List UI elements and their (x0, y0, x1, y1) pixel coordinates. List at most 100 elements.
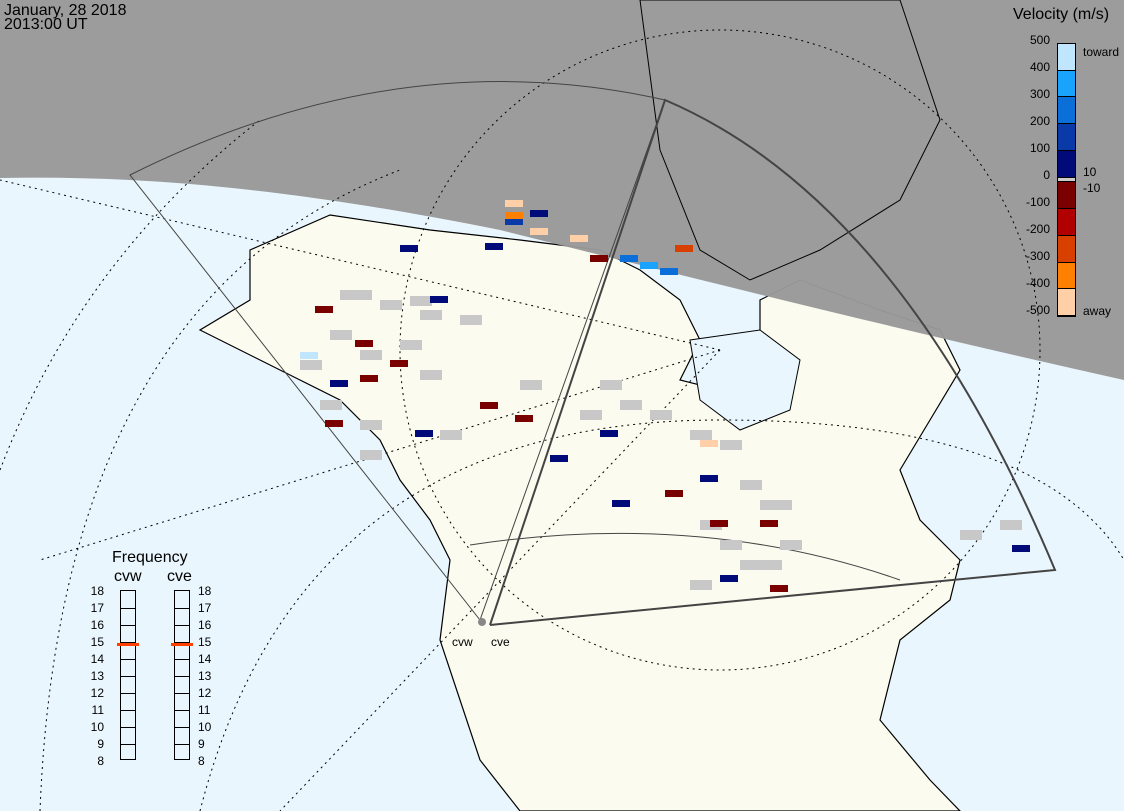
ground-scatter-cell (690, 430, 712, 440)
radar-fov (129, 81, 1057, 626)
colorbar-tick: -500 (1025, 303, 1050, 317)
velocity-cell (770, 585, 788, 592)
velocity-cell (675, 245, 693, 252)
ground-scatter-cell (770, 500, 792, 510)
frequency-marker (117, 642, 139, 646)
colorbar-segment (1058, 177, 1075, 183)
velocity-cell (355, 340, 373, 347)
ground-scatter-cell (960, 530, 982, 540)
ground-scatter-cell (360, 350, 382, 360)
velocity-cell (640, 262, 658, 269)
radar-site-marker (478, 618, 486, 626)
colorbar-tick: -100 (1025, 195, 1050, 209)
colorbar-segment (1058, 235, 1075, 263)
colorbar-tick: -400 (1025, 276, 1050, 290)
frequency-tick: 12 (198, 686, 212, 700)
velocity-cell (360, 375, 378, 382)
colorbar-segment (1058, 70, 1075, 98)
ground-scatter-cell (780, 540, 802, 550)
ground-scatter-cell (420, 370, 442, 380)
ground-scatter-cell (620, 400, 642, 410)
velocity-colorbar (1057, 43, 1076, 317)
frequency-bar (174, 590, 190, 760)
velocity-cell (570, 235, 588, 242)
velocity-cell (390, 360, 408, 367)
frequency-tick: 11 (198, 703, 211, 717)
velocity-cell (1012, 545, 1030, 552)
toward-label: toward (1083, 45, 1120, 59)
colorbar-segment (1058, 262, 1075, 290)
frequency-tick: 12 (90, 686, 104, 700)
radar-name-cve: cve (167, 568, 192, 585)
ground-scatter-cell (740, 560, 762, 570)
colorbar-segment (1058, 97, 1075, 125)
velocity-cell (330, 380, 348, 387)
ground-scatter-cell (320, 400, 342, 410)
frequency-tick: 18 (90, 584, 104, 598)
velocity-cell (300, 352, 318, 359)
ground-scatter-cell (740, 480, 762, 490)
velocity-cell (760, 520, 778, 527)
site-label-cvw: cvw (452, 635, 473, 649)
hudson-bay (689, 329, 801, 431)
frequency-tick: 18 (198, 584, 212, 598)
frequency-tick: 10 (198, 720, 212, 734)
velocity-cell (620, 255, 638, 262)
ground-scatter-cell (460, 315, 482, 325)
colorbar-tick: 0 (1043, 168, 1050, 182)
frequency-tick: 9 (198, 737, 205, 751)
time-label: 2013:00 UT (4, 16, 88, 33)
velocity-cell (590, 255, 608, 262)
colorbar-segment (1058, 209, 1075, 236)
velocity-cell (530, 210, 548, 217)
site-label-cve: cve (491, 635, 510, 649)
ground-scatter-cell (440, 430, 462, 440)
ground-scatter-cell (760, 560, 782, 570)
frequency-tick: 13 (90, 669, 104, 683)
velocity-cell (700, 475, 718, 482)
frequency-tick: 11 (91, 703, 104, 717)
neg-threshold-label: -10 (1083, 181, 1101, 195)
velocity-cell (505, 200, 523, 207)
frequency-tick: 17 (90, 601, 104, 615)
colorbar-segment (1058, 289, 1075, 316)
colorbar-tick: 500 (1029, 33, 1050, 47)
ground-scatter-cell (650, 410, 672, 420)
frequency-tick: 8 (198, 754, 205, 768)
velocity-cell (660, 268, 678, 275)
velocity-cell (325, 420, 343, 427)
ground-scatter-cell (400, 340, 422, 350)
greenland (639, 0, 941, 281)
velocity-cell (550, 455, 568, 462)
ground-scatter-cell (380, 300, 402, 310)
frequency-tick: 14 (90, 652, 104, 666)
ground-scatter-cell (330, 330, 352, 340)
colorbar-tick: 300 (1029, 87, 1050, 101)
colorbar-segment (1058, 150, 1075, 178)
colorbar-title: Velocity (m/s) (1013, 6, 1110, 23)
frequency-marker (171, 642, 193, 646)
velocity-cell (480, 402, 498, 409)
velocity-cell (600, 430, 618, 437)
radar-name-cvw: cvw (114, 568, 142, 585)
ground-scatter-cell (300, 360, 322, 370)
colorbar-tick: -300 (1025, 249, 1050, 263)
frequency-tick: 13 (198, 669, 212, 683)
velocity-cell (415, 430, 433, 437)
ground-scatter-cell (600, 380, 622, 390)
colorbar-tick: -200 (1025, 222, 1050, 236)
velocity-cell (315, 306, 333, 313)
velocity-cell (720, 575, 738, 582)
velocity-cell (612, 500, 630, 507)
ground-scatter-cell (360, 450, 382, 460)
ground-scatter-cell (350, 290, 372, 300)
colorbar-segment (1058, 124, 1075, 151)
ground-scatter-cell (1000, 520, 1022, 530)
frequency-bar (120, 590, 136, 760)
ground-scatter-cell (420, 310, 442, 320)
velocity-cell (530, 228, 548, 235)
frequency-tick: 10 (90, 720, 104, 734)
frequency-tick: 8 (97, 754, 104, 768)
ground-scatter-cell (690, 580, 712, 590)
